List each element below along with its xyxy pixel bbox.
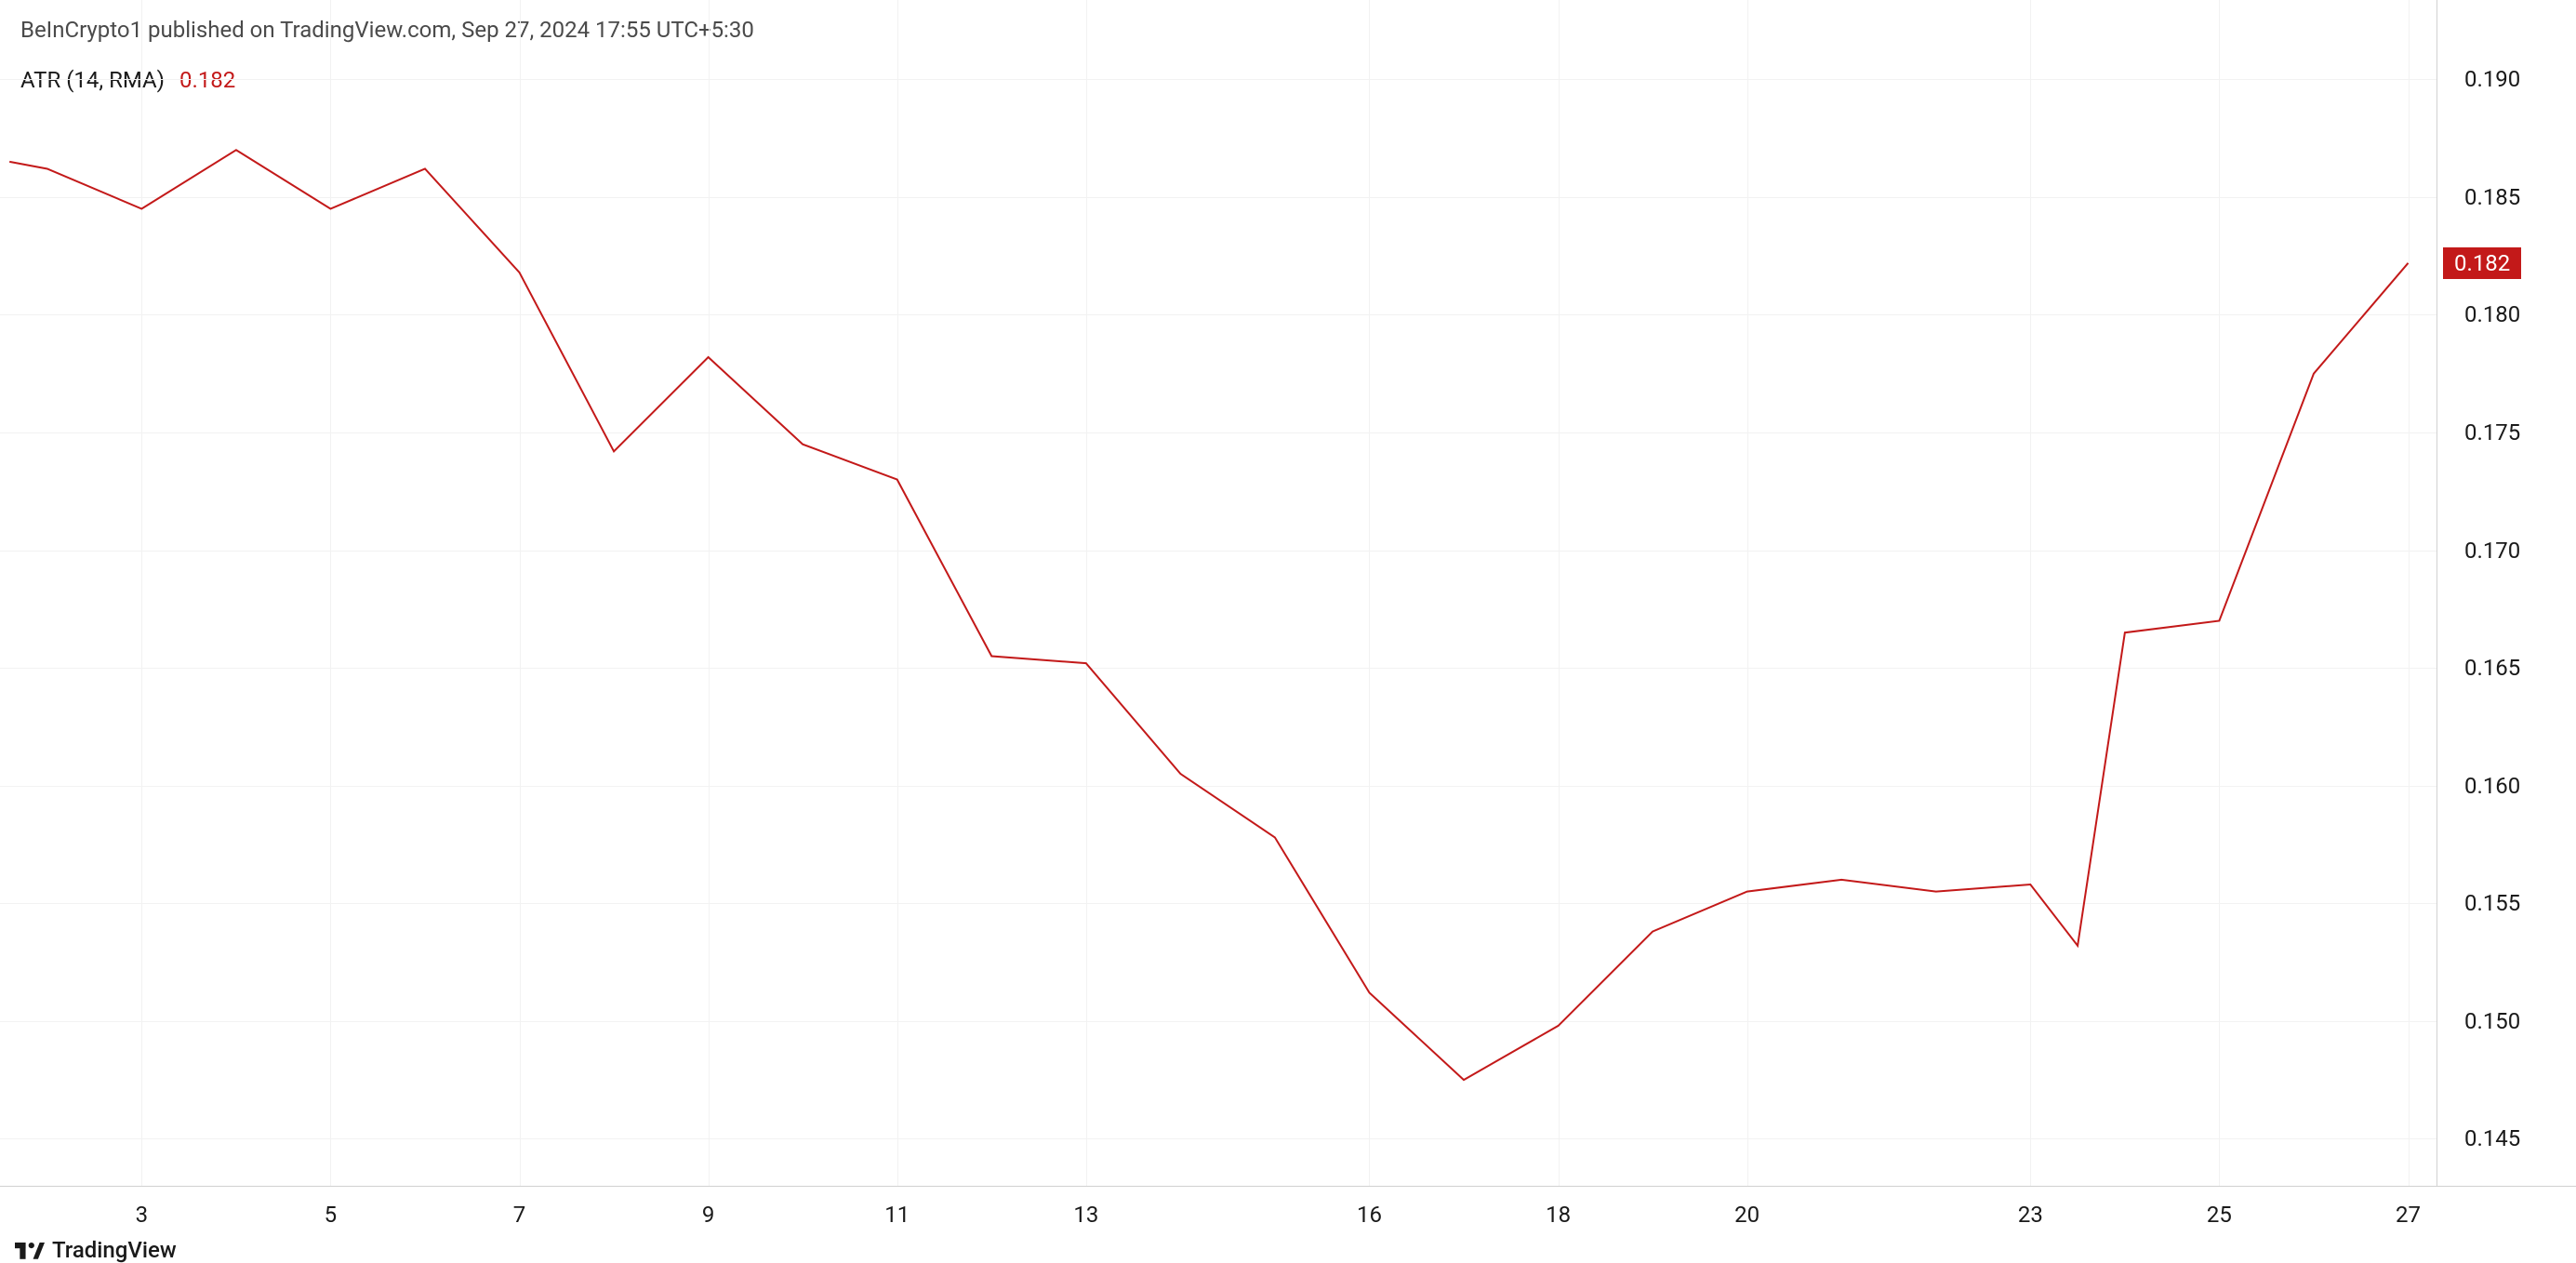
- x-tick-label: 18: [1546, 1202, 1571, 1228]
- y-tick-label: 0.170: [2464, 538, 2520, 564]
- x-tick-label: 16: [1357, 1202, 1382, 1228]
- x-tick-label: 13: [1073, 1202, 1098, 1228]
- current-value-badge: 0.182: [2443, 247, 2521, 279]
- y-tick-label: 0.155: [2464, 890, 2520, 916]
- atr-line-chart: [0, 0, 2576, 1261]
- x-axis-border: [0, 1186, 2576, 1187]
- y-tick-label: 0.145: [2464, 1125, 2520, 1151]
- x-tick-label: 9: [702, 1202, 715, 1228]
- atr-line: [9, 150, 2408, 1080]
- y-tick-label: 0.190: [2464, 66, 2520, 92]
- x-tick-label: 5: [325, 1202, 338, 1228]
- tradingview-brand-text: TradingView: [52, 1237, 177, 1263]
- x-tick-label: 23: [2018, 1202, 2043, 1228]
- x-tick-label: 3: [136, 1202, 149, 1228]
- y-tick-label: 0.180: [2464, 301, 2520, 327]
- x-tick-label: 25: [2207, 1202, 2232, 1228]
- x-tick-label: 7: [513, 1202, 526, 1228]
- x-tick-label: 11: [884, 1202, 910, 1228]
- y-tick-label: 0.165: [2464, 655, 2520, 681]
- tradingview-logo: TradingView: [15, 1237, 177, 1263]
- y-tick-label: 0.175: [2464, 419, 2520, 445]
- x-tick-label: 20: [1734, 1202, 1759, 1228]
- y-tick-label: 0.160: [2464, 773, 2520, 799]
- y-tick-label: 0.150: [2464, 1008, 2520, 1034]
- tradingview-icon: [15, 1241, 45, 1259]
- x-tick-label: 27: [2396, 1202, 2421, 1228]
- y-tick-label: 0.185: [2464, 184, 2520, 210]
